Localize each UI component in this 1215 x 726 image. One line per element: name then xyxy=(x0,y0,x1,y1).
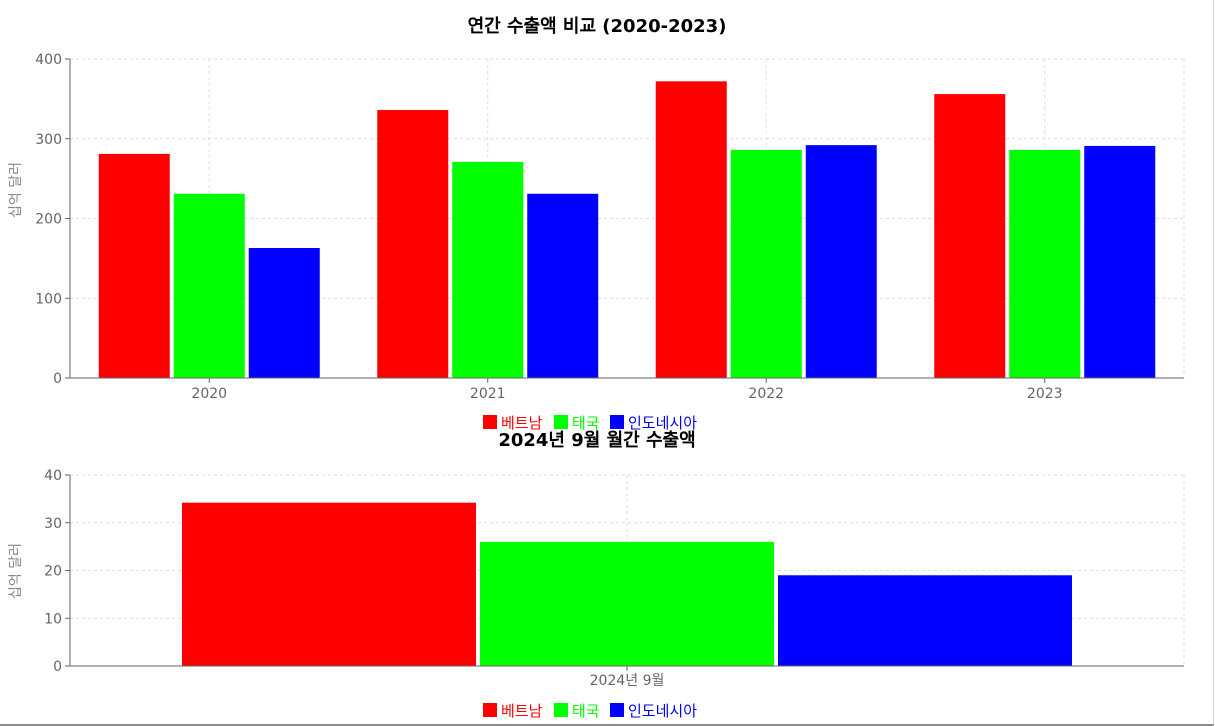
x-tick-label: 2023 xyxy=(1027,386,1063,402)
bar[interactable] xyxy=(730,149,802,378)
grid xyxy=(70,474,1185,666)
y-tick-label: 0 xyxy=(53,371,62,387)
y-tick-label: 100 xyxy=(35,291,62,307)
legend-swatch xyxy=(610,703,624,717)
legend-item[interactable]: 태국 xyxy=(554,702,600,720)
bars xyxy=(98,81,1156,378)
bar[interactable] xyxy=(527,193,599,378)
bar[interactable] xyxy=(182,502,476,666)
bar[interactable] xyxy=(1084,145,1156,378)
legend-swatch xyxy=(483,703,497,717)
annual-export-chart: 연간 수출액 비교 (2020-2023) 십억 달러 0 100 200 300 40… xyxy=(8,16,1185,432)
chart-title: 2024년 9월 월간 수출액 xyxy=(498,430,695,451)
y-axis-title: 십억 달러 xyxy=(8,162,24,218)
bar[interactable] xyxy=(377,110,449,378)
bar[interactable] xyxy=(98,153,170,378)
bar[interactable] xyxy=(934,94,1006,378)
legend-label: 베트남 xyxy=(501,414,543,432)
legend-swatch xyxy=(483,415,497,429)
y-tick-label: 10 xyxy=(44,611,62,627)
bar[interactable] xyxy=(805,145,877,378)
bars xyxy=(182,502,1072,666)
legend-label: 태국 xyxy=(572,414,600,432)
legend-swatch xyxy=(610,415,624,429)
axes: 0 100 200 300 400 2020 2021 2022 2023 xyxy=(35,52,1184,402)
axes: 0 10 20 30 40 2024년 9월 xyxy=(44,468,1184,689)
y-tick-label: 30 xyxy=(44,516,62,532)
y-tick-label: 200 xyxy=(35,212,62,228)
legend-label: 태국 xyxy=(572,702,600,720)
legend: 베트남 태국 인도네시아 xyxy=(483,702,697,720)
bar[interactable] xyxy=(778,575,1072,666)
bar[interactable] xyxy=(480,541,774,666)
legend-swatch xyxy=(554,703,568,717)
y-axis-title: 십억 달러 xyxy=(8,543,24,599)
legend-label: 인도네시아 xyxy=(628,702,697,720)
bar[interactable] xyxy=(1009,149,1081,378)
bar[interactable] xyxy=(248,248,320,378)
legend-item[interactable]: 인도네시아 xyxy=(610,414,697,432)
legend: 베트남 태국 인도네시아 xyxy=(483,414,697,432)
x-tick-label: 2022 xyxy=(748,386,784,402)
y-tick-label: 0 xyxy=(53,659,62,675)
y-tick-label: 20 xyxy=(44,564,62,580)
x-tick-label: 2020 xyxy=(191,386,227,402)
legend-label: 인도네시아 xyxy=(628,414,697,432)
y-tick-label: 40 xyxy=(44,468,62,484)
y-tick-label: 400 xyxy=(35,52,62,68)
x-tick-label: 2024년 9월 xyxy=(590,673,665,689)
bar[interactable] xyxy=(452,161,524,378)
legend-item[interactable]: 인도네시아 xyxy=(610,702,697,720)
legend-swatch xyxy=(554,415,568,429)
legend-item[interactable]: 베트남 xyxy=(483,414,543,432)
bar[interactable] xyxy=(655,81,727,378)
y-tick-label: 300 xyxy=(35,132,62,148)
legend-item[interactable]: 태국 xyxy=(554,414,600,432)
legend-item[interactable]: 베트남 xyxy=(483,702,543,720)
x-tick-label: 2021 xyxy=(470,386,506,402)
chart-title: 연간 수출액 비교 (2020-2023) xyxy=(468,16,727,37)
bar[interactable] xyxy=(173,193,245,378)
legend-label: 베트남 xyxy=(501,702,543,720)
